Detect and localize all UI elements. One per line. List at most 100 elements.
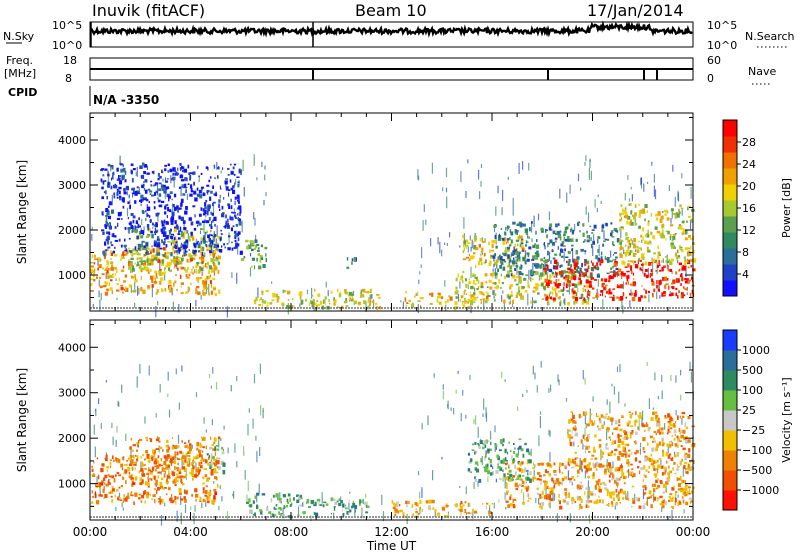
echo-cell — [192, 477, 194, 481]
echo-cell — [519, 243, 522, 248]
echo-cell — [599, 263, 602, 266]
echo-cell — [186, 460, 189, 465]
scatter-cell — [509, 300, 512, 305]
echo-cell — [361, 294, 365, 298]
echo-cell — [507, 254, 510, 259]
echo-cell — [593, 224, 597, 229]
scatter-cell — [538, 274, 540, 281]
echo-cell — [474, 288, 476, 292]
echo-cell — [517, 475, 520, 480]
echo-cell — [628, 203, 632, 206]
echo-cell — [103, 497, 106, 499]
colorbar-swatch — [723, 430, 737, 451]
echo-cell — [222, 469, 226, 475]
scatter-cell — [170, 175, 172, 184]
scatter-cell — [178, 402, 180, 410]
echo-cell — [538, 505, 542, 508]
echo-cell — [360, 291, 363, 297]
echo-cell — [441, 296, 444, 299]
echo-cell — [586, 230, 588, 234]
echo-cell — [611, 441, 614, 445]
echo-cell — [145, 198, 149, 202]
echo-cell — [539, 478, 542, 481]
echo-cell — [220, 188, 222, 190]
echo-cell — [550, 296, 552, 300]
echo-cell — [228, 235, 231, 238]
echo-cell — [633, 278, 635, 281]
echo-cell — [633, 214, 636, 219]
echo-cell — [586, 260, 590, 265]
echo-cell — [153, 201, 156, 204]
echo-cell — [484, 238, 486, 242]
echo-cell — [669, 441, 671, 444]
echo-cell — [346, 266, 350, 269]
echo-cell — [243, 256, 246, 259]
echo-cell — [486, 463, 489, 467]
echo-cell — [277, 296, 280, 300]
echo-cell — [137, 261, 139, 265]
echo-cell — [124, 170, 127, 175]
echo-cell — [214, 193, 218, 197]
echo-cell — [600, 251, 603, 256]
echo-cell — [527, 500, 530, 502]
echo-cell — [172, 204, 175, 208]
scatter-cell — [661, 374, 663, 382]
echo-cell — [557, 234, 561, 239]
scatter-cell — [425, 219, 427, 225]
scatter-cell — [652, 261, 654, 274]
echo-cell — [625, 497, 629, 500]
echo-cell — [215, 257, 219, 260]
echo-cell — [632, 497, 634, 502]
echo-cell — [202, 235, 206, 240]
echo-cell — [175, 467, 180, 470]
echo-cell — [148, 258, 152, 263]
echo-cell — [316, 299, 318, 303]
scatter-cell — [310, 515, 312, 521]
echo-cell — [173, 246, 176, 249]
echo-cell — [213, 437, 217, 442]
echo-cell — [353, 257, 356, 262]
echo-cell — [661, 211, 664, 213]
scatter-cell — [527, 293, 529, 306]
echo-cell — [254, 244, 258, 249]
echo-cell — [113, 459, 115, 463]
echo-cell — [105, 220, 108, 225]
scatter-cell — [441, 456, 443, 460]
echo-cell — [568, 223, 570, 227]
echo-cell — [208, 292, 210, 296]
echo-cell — [559, 265, 561, 268]
echo-cell — [170, 252, 173, 257]
echo-cell — [515, 487, 518, 491]
echo-cell — [466, 293, 468, 295]
echo-cell — [618, 419, 621, 424]
echo-cell — [478, 243, 481, 248]
echo-cell — [469, 294, 473, 296]
echo-cell — [124, 253, 126, 256]
echo-cell — [642, 447, 645, 451]
echo-cell — [125, 286, 127, 291]
echo-cell — [479, 291, 482, 295]
echo-cell — [626, 277, 629, 282]
echo-cell — [520, 295, 524, 300]
echo-cell — [527, 284, 530, 287]
echo-cell — [263, 300, 267, 304]
echo-cell — [659, 232, 662, 237]
echo-cell — [147, 456, 150, 460]
echo-cell — [421, 508, 423, 513]
echo-cell — [237, 199, 238, 202]
scatter-cell — [512, 197, 514, 206]
scatter-cell — [477, 481, 479, 487]
echo-cell — [154, 270, 158, 274]
echo-cell — [596, 499, 599, 504]
echo-cell — [473, 245, 477, 250]
scatter-cell — [232, 493, 234, 497]
echo-cell — [667, 428, 670, 433]
echo-cell — [161, 221, 164, 226]
echo-cell — [580, 460, 583, 465]
echo-cell — [595, 480, 599, 483]
echo-cell — [626, 220, 629, 225]
echo-cell — [150, 230, 153, 234]
echo-cell — [234, 200, 236, 206]
echo-cell — [572, 296, 575, 299]
echo-cell — [670, 431, 672, 433]
